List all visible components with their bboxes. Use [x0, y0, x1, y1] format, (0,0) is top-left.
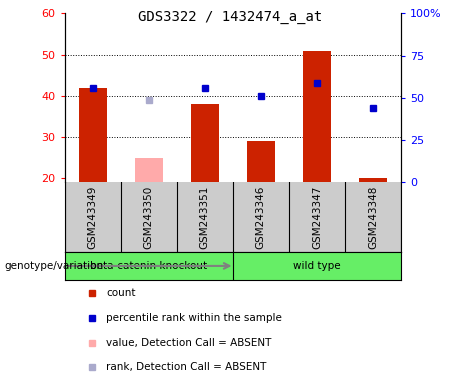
Text: beta-catenin knockout: beta-catenin knockout — [90, 261, 207, 271]
Bar — [135, 158, 163, 182]
Text: GSM243346: GSM243346 — [256, 186, 266, 249]
Text: genotype/variation: genotype/variation — [5, 261, 104, 271]
Text: rank, Detection Call = ABSENT: rank, Detection Call = ABSENT — [106, 362, 266, 372]
Bar — [65, 252, 233, 280]
Text: wild type: wild type — [293, 261, 341, 271]
Text: count: count — [106, 288, 136, 298]
Text: GSM243349: GSM243349 — [88, 186, 98, 249]
Bar — [78, 88, 106, 182]
Text: value, Detection Call = ABSENT: value, Detection Call = ABSENT — [106, 338, 272, 348]
Text: GSM243351: GSM243351 — [200, 186, 210, 249]
Text: GSM243350: GSM243350 — [144, 186, 154, 249]
Bar — [233, 252, 401, 280]
Text: GDS3322 / 1432474_a_at: GDS3322 / 1432474_a_at — [138, 10, 323, 23]
Bar — [191, 104, 219, 182]
Text: GSM243348: GSM243348 — [368, 186, 378, 249]
Text: percentile rank within the sample: percentile rank within the sample — [106, 313, 282, 323]
Bar — [359, 178, 387, 182]
Bar — [247, 141, 275, 182]
Bar — [303, 51, 331, 182]
Text: GSM243347: GSM243347 — [312, 186, 322, 249]
